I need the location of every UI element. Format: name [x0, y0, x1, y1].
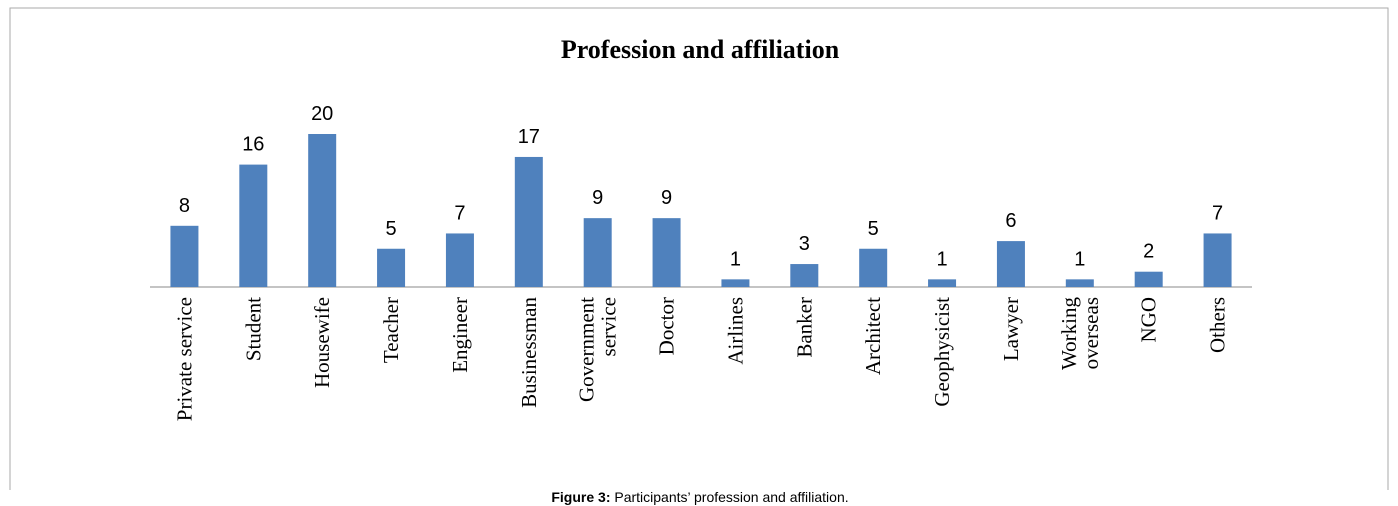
x-tick-label: Student [241, 297, 265, 361]
bar [928, 279, 957, 287]
x-tick-label: overseas [1079, 297, 1103, 369]
bar [1134, 271, 1163, 287]
bar [652, 218, 681, 287]
x-tick-label: Lawyer [999, 297, 1023, 361]
data-label: 7 [1212, 202, 1223, 224]
bar [445, 233, 474, 287]
bar [170, 225, 199, 287]
bar [583, 218, 612, 287]
x-tick-label: NGO [1137, 297, 1161, 343]
x-tick-label: Teacher [379, 297, 403, 363]
x-tick-label: Working [1057, 297, 1081, 370]
x-tick-label: Architect [861, 297, 885, 375]
x-tick-label: Private service [172, 297, 196, 421]
data-label: 9 [592, 187, 603, 209]
caption-text: Participants’ profession and affiliation… [614, 489, 848, 505]
caption-label: Figure 3: [551, 489, 610, 505]
x-tick-label: service [597, 297, 621, 356]
x-tick-label: Businessman [517, 297, 541, 408]
data-label: 1 [1074, 248, 1085, 270]
chart-title: Profession and affiliation [561, 35, 840, 64]
x-tick-label: Others [1206, 297, 1230, 353]
data-label: 1 [937, 248, 948, 270]
data-label: 6 [1005, 210, 1016, 232]
bar [859, 248, 888, 287]
data-label: 1 [730, 248, 741, 270]
x-tick-label: Doctor [655, 297, 679, 355]
bar [1203, 233, 1232, 287]
data-label: 3 [799, 233, 810, 255]
data-label: 9 [661, 187, 672, 209]
data-label: 2 [1143, 241, 1154, 263]
x-tick-label: Geophysicist [930, 297, 954, 407]
bar [790, 264, 819, 287]
data-label: 16 [242, 134, 264, 156]
bar [514, 156, 543, 287]
bar [308, 134, 337, 287]
bar [1065, 279, 1094, 287]
frame [9, 7, 1389, 490]
x-tick-label: Engineer [448, 297, 472, 373]
x-tick-label: Housewife [310, 297, 334, 388]
data-label: 5 [386, 218, 397, 240]
data-label: 20 [311, 103, 333, 125]
data-label: 5 [868, 218, 879, 240]
bar [721, 279, 750, 287]
caption: Figure 3: Participants’ profession and a… [551, 489, 848, 505]
x-tick-label: Banker [792, 297, 816, 358]
bar [996, 241, 1025, 287]
x-tick-label: Government [575, 297, 599, 402]
data-label: 8 [179, 195, 190, 217]
x-tick-label: Airlines [723, 297, 747, 365]
data-label: 17 [518, 126, 540, 148]
bar [239, 164, 268, 287]
data-label: 7 [454, 202, 465, 224]
bar [377, 248, 406, 287]
